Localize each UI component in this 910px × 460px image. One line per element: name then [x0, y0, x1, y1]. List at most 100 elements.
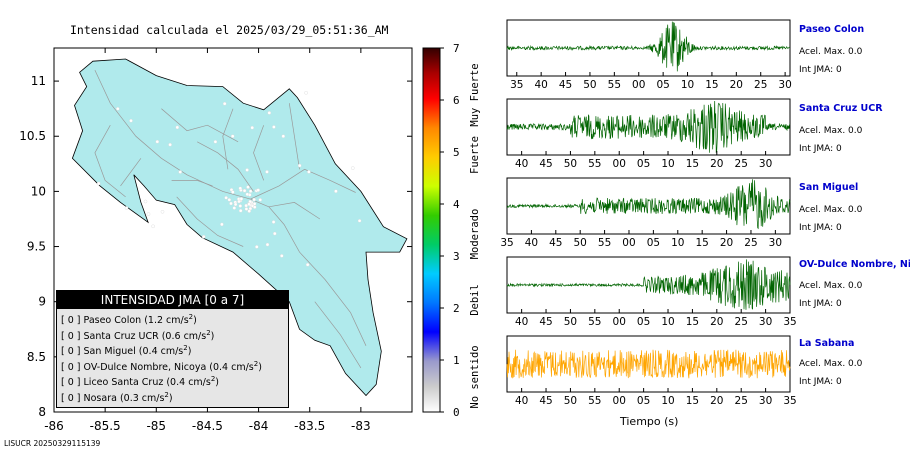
station-dot — [305, 262, 310, 267]
y-tick-label: 10 — [31, 184, 46, 198]
station-dot — [160, 210, 165, 214]
legend-item: [ 0 ] Liceo Santa Cruz (0.4 cm/s2) — [61, 375, 220, 389]
station-dot — [351, 166, 355, 170]
trace-tick-label: 40 — [525, 237, 538, 249]
station-dot — [238, 204, 243, 208]
trace-tick-label: 15 — [695, 237, 708, 249]
trace-tick-label: 30 — [759, 395, 772, 407]
scale-label-fuerte: Fuerte — [469, 136, 481, 174]
road-line — [94, 125, 126, 198]
trace-tick-label: 20 — [720, 237, 733, 249]
station-dot — [227, 198, 232, 202]
station-dot — [271, 220, 276, 224]
station-dot — [250, 125, 254, 130]
station-dot — [244, 207, 249, 211]
trace-tick-label: 50 — [583, 79, 596, 91]
trace-waveform — [506, 349, 791, 379]
trace-tick-label: 40 — [515, 158, 528, 170]
trace-tick-label: 25 — [735, 158, 748, 170]
legend-item: [ 0 ] San Miguel (0.4 cm/s2) — [61, 344, 192, 358]
trace-tick-label: 30 — [769, 237, 782, 249]
scale-label-debil: Debil — [469, 284, 481, 316]
station-dot — [229, 201, 233, 206]
station-dot — [265, 170, 269, 174]
trace-tick-label: 55 — [608, 79, 621, 91]
trace-tick-label: 15 — [705, 79, 718, 91]
x-tick-label: -84 — [249, 419, 269, 433]
trace-tick-label: 20 — [710, 395, 723, 407]
trace-tick-label: 10 — [671, 237, 684, 249]
y-tick-label: 9.5 — [27, 240, 46, 254]
station-dot — [248, 189, 253, 193]
x-tick-label: -83 — [351, 419, 371, 433]
trace-acel-santa-cruz-ucr: Acel. Max. 0.0 — [799, 126, 863, 136]
trace-int-san-miguel: Int JMA: 0 — [799, 223, 842, 233]
station-dot — [334, 189, 338, 193]
y-tick-label: 8 — [38, 405, 46, 419]
station-dot — [245, 168, 249, 172]
trace-tick-label: 45 — [559, 79, 572, 91]
trace-tick-label: 40 — [534, 79, 547, 91]
legend-item: [ 0 ] OV-Dulce Nombre, Nicoya (0.4 cm/s2… — [61, 359, 262, 373]
y-tick-label: 9 — [38, 295, 46, 309]
station-dot — [143, 199, 148, 204]
station-dot — [247, 202, 251, 206]
trace-acel-ov-dulce-nombre: Acel. Max. 0.0 — [799, 281, 863, 291]
trace-int-santa-cruz-ucr: Int JMA: 0 — [799, 144, 842, 154]
station-dot — [168, 142, 172, 147]
time-axis-title: Tiempo (s) — [620, 415, 679, 428]
trace-waveform — [506, 100, 791, 154]
trace-tick-label: 05 — [637, 316, 650, 328]
scale-label-muy-fuerte: Muy Fuerte — [469, 63, 481, 126]
trace-tick-label: 40 — [515, 316, 528, 328]
station-dot — [220, 222, 224, 227]
costa-rica-landmass — [71, 58, 408, 397]
scale-tick-label: 2 — [453, 302, 460, 315]
trace-name-la-sabana: La Sabana — [799, 338, 855, 349]
trace-tick-label: 05 — [656, 79, 669, 91]
trace-tick-label: 45 — [539, 395, 552, 407]
trace-tick-label: 35 — [500, 237, 513, 249]
trace-tick-label: 00 — [613, 316, 626, 328]
station-dot — [357, 219, 362, 223]
map-frame — [53, 47, 413, 413]
station-dot — [129, 118, 133, 123]
trace-tick-label: 10 — [661, 158, 674, 170]
station-dot — [232, 206, 237, 210]
trace-acel-paseo-colon: Acel. Max. 0.0 — [799, 47, 863, 57]
scale-tick-label: 4 — [453, 198, 460, 211]
legend-list: [ 0 ] Paseo Colon (1.2 cm/s2) [ 0 ] Sant… — [57, 309, 288, 407]
station-dot — [258, 198, 262, 202]
trace-tick-label: 10 — [661, 316, 674, 328]
trace-tick-label: 20 — [730, 79, 743, 91]
station-dot — [297, 163, 302, 168]
station-dot — [233, 202, 238, 207]
trace-tick-label: 45 — [539, 158, 552, 170]
trace-tick-label: 25 — [735, 316, 748, 328]
trace-int-ov-dulce-nombre: Int JMA: 0 — [799, 299, 842, 309]
station-dot — [255, 245, 259, 249]
station-dot — [201, 234, 206, 239]
station-dot — [247, 209, 251, 213]
trace-tick-label: 35 — [510, 79, 523, 91]
road-line — [171, 180, 213, 187]
trace-tick-label: 50 — [574, 237, 587, 249]
trace-tick-label: 20 — [710, 316, 723, 328]
trace-name-paseo-colon: Paseo Colon — [799, 24, 865, 35]
y-tick-label: 8.5 — [27, 350, 46, 364]
station-dot — [267, 111, 272, 115]
station-dot — [273, 231, 277, 236]
station-dot — [224, 196, 228, 200]
scale-tick-label: 3 — [453, 250, 460, 263]
trace-tick-label: 45 — [549, 237, 562, 249]
road-line — [314, 301, 362, 369]
scale-tick-label: 7 — [453, 42, 460, 55]
trace-tick-label: 55 — [588, 316, 601, 328]
trace-int-paseo-colon: Int JMA: 0 — [799, 65, 842, 75]
intensity-map: -86 -85.5 -85 -84.5 -84 -83.5 -83 11 10.5 10 9.5 9 8… — [19, 47, 413, 433]
y-tick-label: 11 — [31, 74, 46, 88]
trace-waveform — [506, 21, 791, 72]
trace-name-santa-cruz-ucr: Santa Cruz UCR — [799, 103, 883, 114]
scale-tick-label: 0 — [453, 406, 460, 419]
x-tick-label: -83.5 — [294, 419, 325, 433]
